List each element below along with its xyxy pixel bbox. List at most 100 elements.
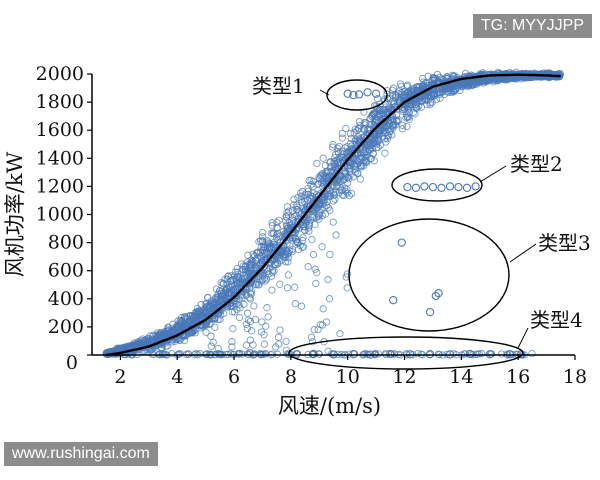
- scatter-point: [345, 350, 353, 358]
- scatter-point: [339, 147, 347, 156]
- scatter-point: [251, 315, 260, 324]
- scatter-point: [206, 350, 214, 358]
- scatter-point: [405, 109, 414, 117]
- scatter-point: [394, 93, 402, 101]
- scatter-point: [269, 251, 277, 259]
- scatter-point: [282, 337, 290, 346]
- scatter-point: [379, 132, 387, 141]
- scatter-point: [379, 115, 388, 124]
- annotation-leader: [319, 89, 330, 96]
- x-axis-title: 风速/(m/s): [278, 394, 381, 418]
- scatter-point: [297, 196, 305, 204]
- scatter-point: [336, 330, 344, 338]
- scatter-point: [272, 260, 280, 269]
- scatter-point: [266, 240, 274, 248]
- scatter-point: [201, 300, 209, 309]
- scatter-point: [232, 277, 241, 286]
- scatter-point: [207, 332, 215, 340]
- scatter-point: [361, 350, 369, 358]
- scatter-point: [216, 287, 224, 295]
- scatter-point: [417, 103, 426, 111]
- scatter-point: [264, 313, 272, 321]
- scatter-point: [176, 336, 184, 345]
- scatter-point: [338, 129, 346, 138]
- scatter-point: [403, 113, 411, 121]
- annotation-ellipse: [326, 79, 388, 111]
- scatter-point: [352, 156, 361, 164]
- watermark-top: TG: MYYJJPP: [472, 14, 592, 38]
- cluster-point: [386, 349, 395, 359]
- y-tick-label: 1000: [36, 204, 84, 226]
- scatter-point: [269, 229, 277, 237]
- scatter-point: [121, 343, 130, 351]
- scatter-point: [276, 326, 284, 334]
- scatter-point: [214, 306, 223, 315]
- annotation-ellipse: [288, 336, 524, 370]
- scatter-point: [363, 158, 371, 167]
- scatter-point: [307, 176, 315, 184]
- scatter-point: [277, 249, 285, 257]
- scatter-point: [356, 148, 365, 157]
- scatter-point: [319, 180, 327, 188]
- scatter-point: [273, 224, 281, 232]
- scatter-point: [413, 98, 421, 106]
- scatter-point: [386, 127, 395, 136]
- scatter-point: [326, 250, 334, 259]
- scatter-point: [234, 350, 242, 358]
- scatter-point: [389, 122, 398, 130]
- scatter-point: [243, 309, 252, 317]
- scatter-point: [240, 284, 248, 292]
- scatter-point: [316, 172, 325, 180]
- scatter-point: [298, 243, 307, 251]
- scatter-point: [362, 141, 371, 149]
- scatter-point: [262, 322, 270, 330]
- scatter-point: [322, 318, 331, 326]
- scatter-point: [227, 272, 235, 280]
- y-tick-label: 200: [48, 316, 84, 338]
- scatter-point: [204, 294, 212, 302]
- annotation-leader: [509, 243, 537, 263]
- scatter-point: [340, 191, 348, 200]
- scatter-point: [340, 160, 348, 168]
- scatter-point: [231, 268, 240, 276]
- scatter-point: [224, 350, 232, 358]
- scatter-point: [381, 350, 390, 358]
- scatter-point: [359, 158, 367, 167]
- scatter-point: [308, 235, 316, 244]
- scatter-point: [275, 216, 283, 224]
- scatter-point: [299, 233, 307, 242]
- scatter-point: [240, 300, 248, 308]
- scatter-point: [135, 339, 143, 347]
- scatter-point: [314, 213, 322, 221]
- scatter-point: [351, 165, 359, 173]
- scatter-point: [245, 260, 253, 268]
- axes: 2 4 6 8 10 12 14 16 18 0 200 400 600 800 1000 1200 1400 1…: [36, 63, 587, 388]
- scatter-point: [260, 331, 268, 339]
- scatter-point: [260, 244, 268, 252]
- scatter-point: [283, 350, 291, 358]
- scatter-point: [309, 182, 317, 191]
- scatter-point: [236, 304, 244, 312]
- scatter-point: [366, 129, 374, 138]
- scatter-point: [206, 302, 214, 310]
- scatter-point: [318, 243, 326, 251]
- scatter-point: [227, 276, 235, 285]
- scatter-point: [298, 187, 307, 196]
- y-tick-label: 800: [48, 232, 84, 254]
- scatter-point: [260, 262, 269, 271]
- scatter-point: [366, 146, 374, 154]
- scatter-point: [333, 144, 342, 152]
- scatter-point: [308, 338, 317, 346]
- scatter-point: [347, 189, 356, 198]
- y-tick-label: 1800: [36, 91, 84, 113]
- scatter-layer: [102, 68, 565, 359]
- scatter-point: [268, 219, 276, 227]
- scatter-point: [374, 350, 383, 358]
- scatter-point: [315, 350, 323, 358]
- scatter-point: [284, 211, 292, 219]
- y-axis-title: 风机功率/kW: [3, 151, 27, 277]
- scatter-point: [528, 349, 536, 358]
- scatter-point: [293, 201, 301, 209]
- annotation-leader: [517, 327, 529, 349]
